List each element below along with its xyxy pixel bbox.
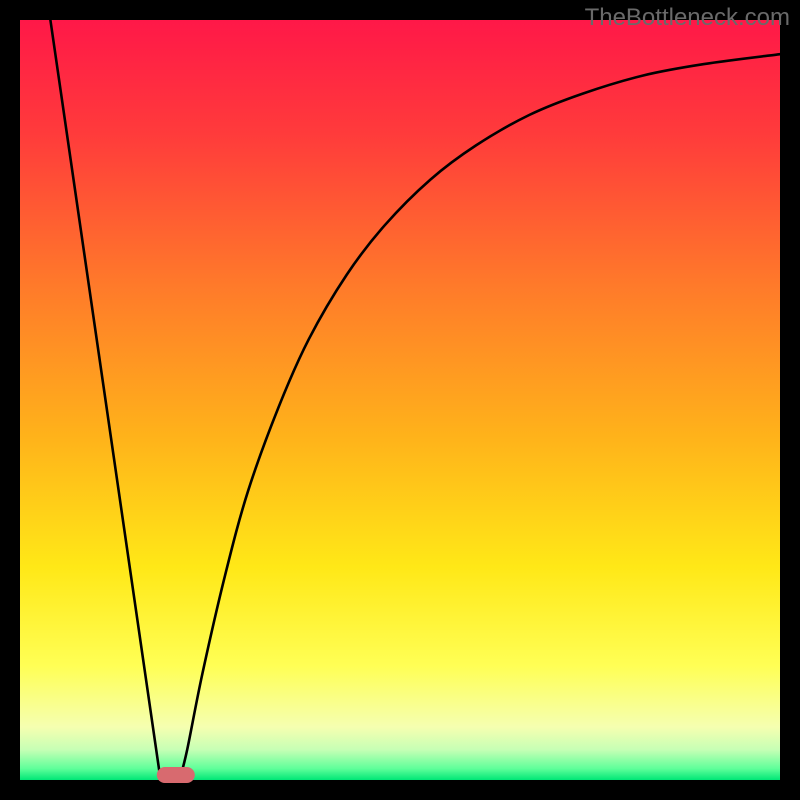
chart-svg (0, 0, 800, 800)
watermark-text: TheBottleneck.com (585, 4, 790, 32)
gradient-background (20, 20, 780, 780)
bottleneck-marker (157, 767, 195, 783)
bottleneck-chart: TheBottleneck.com (0, 0, 800, 800)
